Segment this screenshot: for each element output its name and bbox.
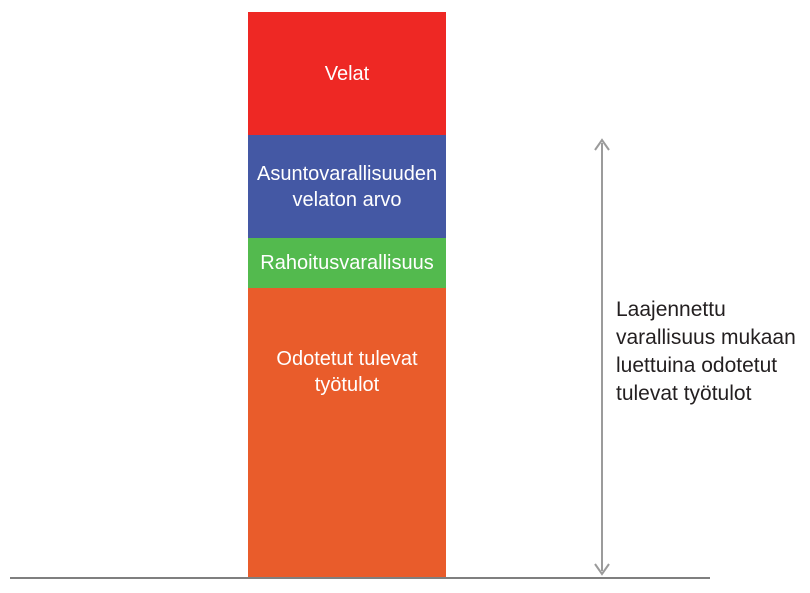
annotation-line: Laajennettu: [616, 298, 726, 321]
baseline-axis: [10, 577, 710, 579]
annotation-text: Laajennettu varallisuus mukaan luettuina…: [616, 296, 810, 408]
arrow-down-head-icon: [594, 563, 610, 576]
stacked-bar: Velat Asuntovarallisuuden velaton arvo R…: [248, 12, 446, 578]
bar-segment-label: Rahoitusvarallisuus: [260, 252, 434, 274]
bar-segment-label: Asuntovarallisuuden velaton arvo: [257, 162, 438, 211]
bar-segment-tyotulot: Odotetut tulevat työtulot: [248, 288, 446, 578]
bar-segment-asuntovarallisuus: Asuntovarallisuuden velaton arvo: [248, 135, 446, 238]
annotation-line: luettuina odotetut: [616, 354, 778, 377]
range-arrow: [594, 138, 610, 576]
annotation-line: tulevat työtulot: [616, 382, 752, 405]
bar-segment-velat: Velat: [248, 12, 446, 135]
arrow-up-head-icon: [594, 138, 610, 151]
annotation-line: varallisuus mukaan: [616, 326, 796, 349]
bar-segment-rahoitusvarallisuus: Rahoitusvarallisuus: [248, 238, 446, 288]
bar-segment-label: Velat: [324, 62, 370, 85]
bar-segment-label: Odotetut tulevat työtulot: [276, 348, 418, 396]
